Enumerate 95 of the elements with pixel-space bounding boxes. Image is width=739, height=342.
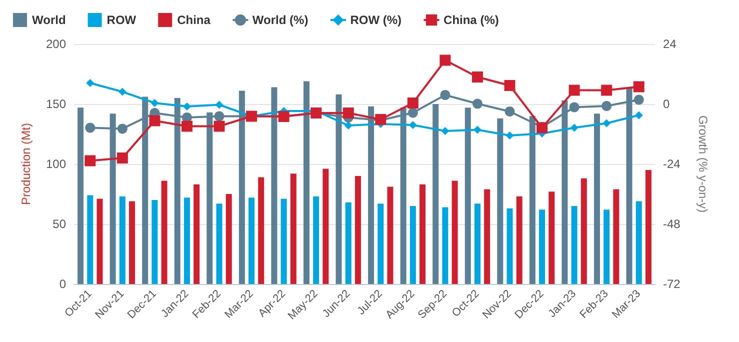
bar	[194, 184, 200, 284]
y-tick-label: 0	[59, 277, 66, 291]
y2-tick-label: 24	[663, 37, 677, 51]
y2-axis-title: Growth (% y-on-y)	[696, 115, 710, 213]
point	[342, 108, 354, 118]
point	[473, 126, 482, 134]
bar	[594, 114, 600, 284]
bar	[387, 186, 394, 284]
point	[601, 84, 612, 96]
point	[86, 79, 94, 87]
bar	[571, 206, 578, 284]
y-tick-label: 100	[46, 157, 66, 171]
y2-tick-label: -72	[663, 277, 681, 291]
y-axis-title: Production (Mt)	[19, 122, 33, 206]
point	[602, 119, 611, 128]
bar	[152, 200, 158, 284]
point	[214, 111, 224, 122]
point	[504, 106, 515, 116]
point	[84, 155, 96, 166]
point	[440, 90, 450, 100]
point	[407, 98, 418, 108]
point	[182, 102, 191, 110]
bar	[452, 180, 458, 284]
legend-label: World (%)	[252, 13, 308, 27]
bar	[442, 207, 448, 284]
bar	[87, 195, 94, 284]
legend-label: China (%)	[444, 13, 499, 27]
bar	[548, 192, 555, 284]
legend-label: World	[32, 13, 66, 27]
bar	[539, 210, 546, 284]
bar	[506, 208, 513, 284]
point	[118, 88, 126, 96]
point	[215, 100, 224, 109]
point	[634, 94, 644, 105]
bar	[313, 196, 320, 284]
point	[116, 152, 128, 164]
bar	[420, 184, 426, 284]
bar	[354, 176, 361, 284]
y-tick-label: 150	[46, 97, 66, 111]
point	[504, 80, 516, 91]
point	[182, 112, 192, 122]
point	[214, 120, 225, 132]
bar	[258, 177, 264, 284]
bar	[290, 174, 296, 284]
legend-label: China	[177, 13, 211, 27]
point	[472, 98, 482, 109]
point	[570, 124, 578, 132]
bar	[248, 198, 255, 284]
y-tick-label: 200	[46, 37, 66, 51]
point	[344, 122, 352, 130]
bar	[516, 196, 522, 284]
point	[569, 102, 580, 112]
legend-label: ROW	[106, 13, 137, 27]
y-tick-label: 50	[52, 217, 66, 231]
bar	[636, 201, 642, 284]
bar	[161, 180, 168, 284]
bar	[464, 108, 471, 284]
point	[602, 101, 612, 111]
point	[633, 81, 644, 92]
bar	[271, 87, 278, 284]
bar	[322, 168, 329, 284]
bar	[96, 198, 103, 284]
bar	[345, 202, 352, 284]
bar	[216, 204, 222, 284]
bar	[184, 198, 190, 284]
bar	[119, 196, 126, 284]
point	[506, 132, 514, 140]
bar	[484, 189, 490, 284]
point	[472, 72, 483, 82]
point	[85, 122, 96, 133]
bar	[129, 201, 136, 284]
point	[149, 115, 160, 126]
y2-tick-label: -48	[663, 217, 681, 231]
bar	[410, 206, 416, 284]
point	[408, 108, 418, 118]
bar	[226, 194, 232, 284]
y2-tick-label: 0	[663, 97, 670, 111]
point	[181, 120, 192, 132]
bar	[580, 178, 587, 284]
point	[408, 121, 417, 129]
bar	[474, 204, 480, 284]
point	[568, 84, 580, 96]
point	[117, 124, 128, 134]
bar	[280, 198, 287, 284]
bar	[497, 118, 504, 284]
bar	[604, 210, 610, 284]
point	[441, 127, 450, 135]
bar	[613, 189, 620, 284]
legend-label: ROW (%)	[350, 13, 402, 27]
bar	[645, 170, 652, 284]
point	[634, 111, 643, 120]
point	[440, 54, 451, 66]
bar	[378, 204, 384, 284]
point	[150, 99, 159, 107]
y2-tick-label: -24	[663, 157, 681, 171]
